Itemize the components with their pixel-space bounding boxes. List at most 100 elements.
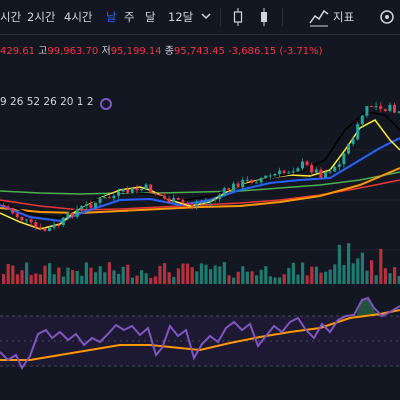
volume-bar — [310, 266, 314, 284]
candle — [94, 202, 97, 208]
ma-line-red — [0, 179, 400, 211]
candle — [167, 198, 171, 203]
candle — [204, 201, 208, 203]
candle — [71, 213, 74, 217]
volume-bar — [94, 272, 98, 284]
volume-bar — [236, 271, 240, 284]
candle — [351, 139, 355, 144]
candle — [89, 204, 93, 208]
volume-bar — [126, 264, 130, 284]
volume-bar — [52, 274, 56, 284]
rsi-ma-line — [0, 309, 400, 361]
volume-bar — [342, 265, 346, 284]
candle — [347, 143, 350, 154]
candle — [48, 227, 51, 232]
volume-bar — [347, 243, 351, 284]
rsi-overbought-fill — [356, 298, 381, 316]
candle — [66, 213, 70, 218]
candle — [103, 197, 107, 199]
volume-bar — [149, 277, 153, 284]
volume-bar — [227, 275, 231, 284]
volume-bar — [218, 266, 222, 284]
volume-bar — [397, 276, 400, 284]
volume-bar — [232, 277, 236, 284]
candle — [218, 194, 222, 199]
bar-chart-icon[interactable] — [256, 6, 272, 28]
close-value: 95,743.45 — [173, 46, 225, 57]
candle — [135, 188, 139, 191]
volume-bar — [153, 276, 157, 284]
candle — [34, 222, 38, 228]
candle — [38, 227, 42, 229]
volume-series — [2, 243, 400, 284]
volume-bar — [61, 276, 65, 284]
volume-bar — [268, 276, 272, 284]
volume-bar — [20, 270, 24, 284]
toolbar-divider — [282, 8, 283, 26]
candle — [397, 111, 400, 113]
candle — [61, 217, 65, 226]
timeframe-week[interactable]: 주 — [124, 10, 135, 24]
volume-bar — [282, 274, 286, 284]
volume-bar — [34, 273, 38, 284]
candle — [305, 161, 309, 166]
timeframe-1h[interactable]: 시간 — [0, 10, 22, 24]
candle — [176, 198, 180, 200]
volume-bar — [158, 265, 162, 284]
candlestick-icon[interactable] — [230, 6, 246, 28]
volume-bar — [250, 271, 254, 284]
volume-bar — [80, 275, 84, 284]
volume-bar — [296, 274, 300, 284]
indicators-button[interactable]: 지표 — [333, 10, 355, 24]
volume-bar — [176, 268, 180, 284]
chevron-down-icon[interactable] — [200, 11, 212, 21]
candle — [149, 184, 153, 193]
candle — [199, 202, 203, 204]
volume-bar — [213, 265, 217, 284]
candle — [121, 189, 125, 192]
settings-icon[interactable] — [376, 6, 398, 28]
volume-bar — [38, 274, 42, 284]
candle — [259, 177, 263, 183]
candle — [356, 124, 360, 140]
volume-bar — [25, 262, 29, 284]
timeframe-month[interactable]: 달 — [145, 10, 156, 24]
toolbar-divider — [220, 8, 221, 26]
candle — [126, 189, 130, 194]
volume-bar — [328, 269, 332, 284]
timeframe-12month[interactable]: 12달 — [168, 10, 194, 24]
volume-bar — [163, 263, 167, 284]
volume-bar — [374, 275, 378, 284]
volume-bar — [324, 271, 328, 284]
timeframe-4h[interactable]: 4시간 — [64, 10, 93, 24]
volume-bar — [48, 263, 52, 284]
candle — [144, 184, 148, 189]
volume-bar — [11, 265, 15, 284]
timeframe-2h[interactable]: 2시간 — [27, 10, 56, 24]
volume-bar — [167, 272, 171, 284]
volume-bar — [291, 262, 295, 284]
open-value: 429.61 — [0, 46, 35, 57]
candle — [11, 209, 15, 214]
volume-bar — [319, 272, 323, 284]
volume-bar — [121, 266, 125, 284]
volume-bar — [43, 265, 47, 284]
volume-bar — [66, 267, 70, 284]
candle — [117, 191, 120, 196]
volume-bar — [75, 270, 79, 284]
indicators-icon[interactable] — [308, 6, 330, 28]
candle — [360, 115, 364, 125]
candle — [328, 171, 332, 173]
timeframe-day[interactable]: 날 — [106, 10, 117, 24]
volume-bar — [314, 266, 318, 284]
candle — [52, 224, 56, 228]
volume-bar — [107, 262, 111, 284]
volume-bar — [89, 267, 93, 284]
candle — [278, 170, 281, 175]
candle — [98, 198, 102, 203]
candle — [84, 204, 88, 207]
indicator-params: 9 26 52 26 20 1 2 — [0, 96, 94, 108]
candle — [374, 106, 378, 108]
candle — [158, 194, 162, 196]
